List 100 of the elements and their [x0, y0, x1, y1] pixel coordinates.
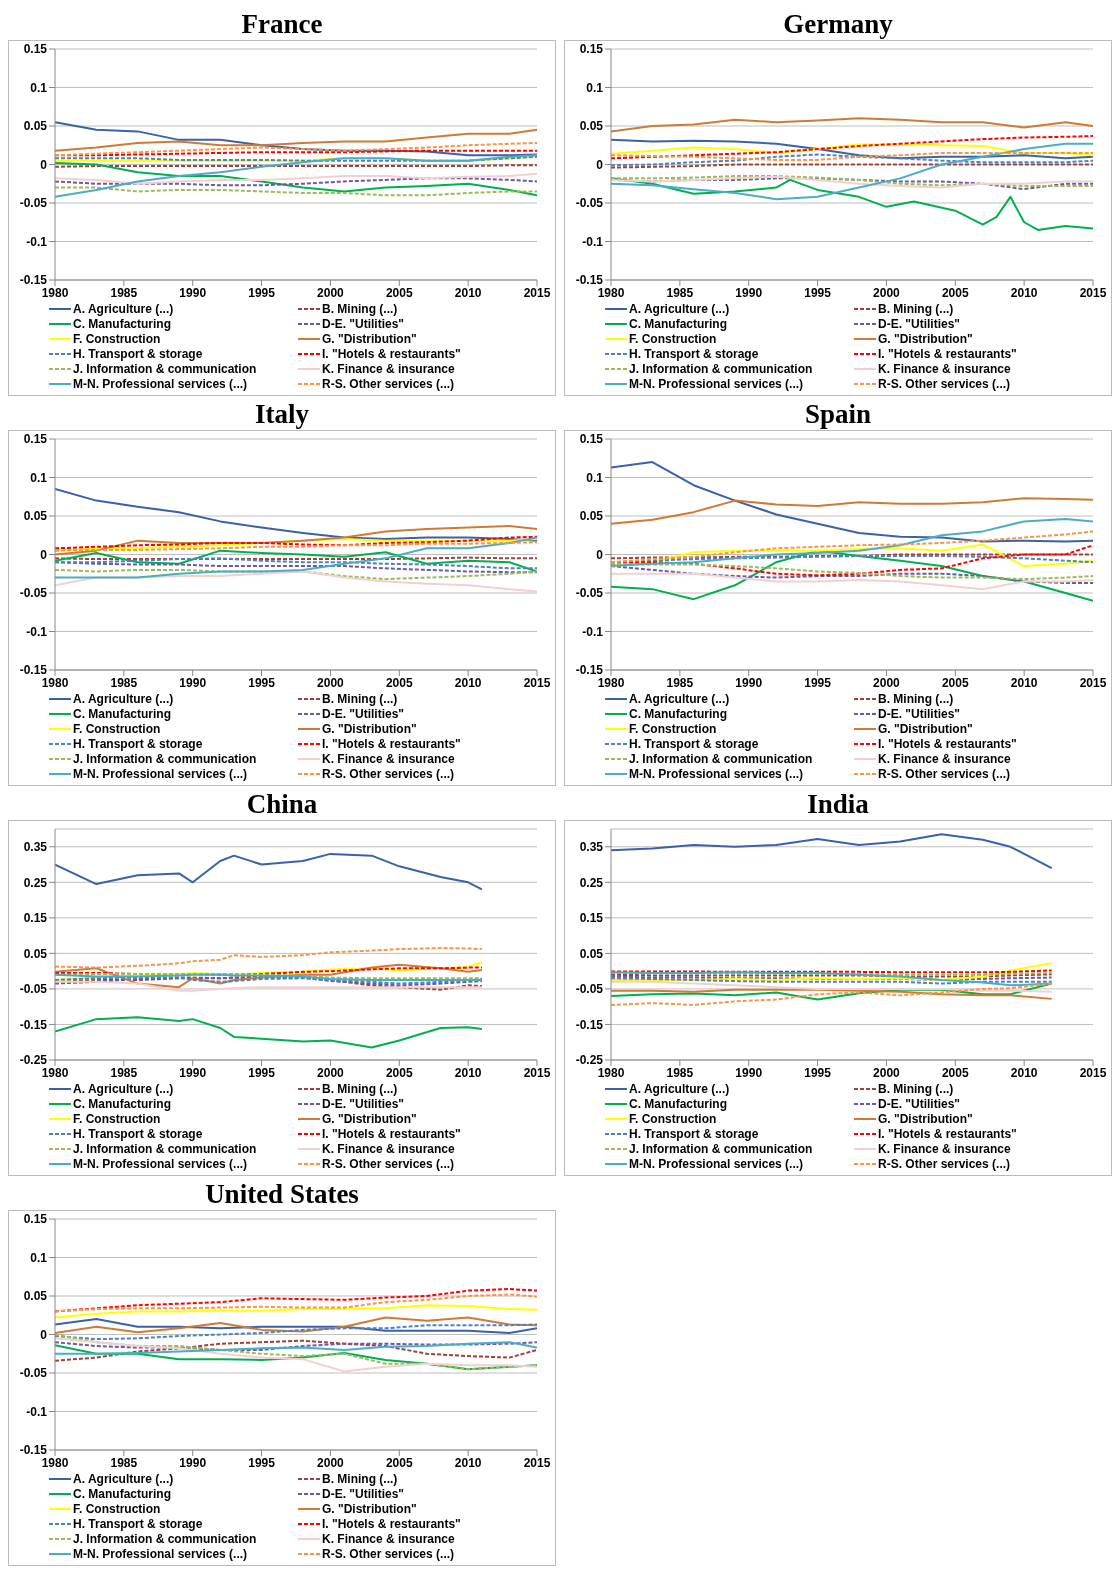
- legend-label: C. Manufacturing: [73, 317, 171, 331]
- x-tick-label: 2010: [454, 285, 482, 300]
- chart-title: Germany: [782, 8, 894, 40]
- x-tick-label: 2005: [941, 675, 969, 690]
- y-tick-label: -0.1: [26, 234, 48, 249]
- x-tick-label: 1990: [179, 1455, 207, 1470]
- x-tick-label: 1980: [597, 1065, 625, 1080]
- legend-label: B. Mining (...): [878, 1082, 954, 1096]
- legend-label: I. "Hotels & restaurants": [878, 1127, 1017, 1141]
- legend-label: C. Manufacturing: [73, 1097, 171, 1111]
- y-tick-label: 0.15: [23, 1212, 48, 1227]
- y-tick-label: -0.15: [19, 663, 48, 678]
- legend-label: C. Manufacturing: [629, 1097, 727, 1111]
- x-tick-label: 1995: [804, 675, 832, 690]
- legend-label: H. Transport & storage: [629, 737, 759, 751]
- x-tick-label: 1980: [41, 1455, 69, 1470]
- y-tick-label: 0.05: [579, 946, 604, 961]
- y-tick-label: 0: [596, 547, 604, 562]
- legend-label: R-S. Other services (...): [322, 377, 455, 391]
- y-tick-label: -0.25: [575, 1053, 604, 1068]
- x-tick-label: 2000: [317, 675, 345, 690]
- chart-title: China: [245, 788, 319, 820]
- legend-label: J. Information & communication: [73, 1532, 257, 1546]
- y-tick-label: 0.05: [23, 509, 48, 524]
- legend-label: K. Finance & insurance: [878, 362, 1011, 376]
- y-tick-label: -0.15: [19, 273, 48, 288]
- y-tick-label: -0.1: [26, 624, 48, 639]
- legend-label: J. Information & communication: [629, 362, 813, 376]
- legend-label: K. Finance & insurance: [878, 752, 1011, 766]
- x-tick-label: 2000: [317, 1065, 345, 1080]
- legend-label: R-S. Other services (...): [322, 1157, 455, 1171]
- y-tick-label: 0.15: [23, 432, 48, 447]
- y-tick-label: -0.05: [19, 586, 48, 601]
- y-tick-label: 0.05: [579, 119, 604, 134]
- legend-label: I. "Hotels & restaurants": [322, 1127, 461, 1141]
- y-tick-label: -0.15: [575, 1017, 604, 1032]
- y-tick-label: 0.15: [579, 911, 604, 926]
- x-tick-label: 1985: [110, 1455, 138, 1470]
- x-tick-label: 1995: [248, 1455, 276, 1470]
- x-tick-label: 2015: [523, 1065, 551, 1080]
- x-tick-label: 1995: [248, 1065, 276, 1080]
- x-tick-label: 1985: [110, 1065, 138, 1080]
- legend-label: B. Mining (...): [878, 692, 954, 706]
- x-tick-label: 2010: [1010, 1065, 1038, 1080]
- y-tick-label: 0.1: [30, 80, 48, 95]
- x-tick-label: 1985: [666, 675, 694, 690]
- x-tick-label: 2010: [454, 1455, 482, 1470]
- legend-label: F. Construction: [73, 722, 161, 736]
- legend-label: R-S. Other services (...): [322, 767, 455, 781]
- y-tick-label: 0.1: [586, 470, 604, 485]
- chart-title: Italy: [254, 398, 310, 430]
- x-tick-label: 2015: [1079, 1065, 1107, 1080]
- y-tick-label: -0.05: [19, 196, 48, 211]
- legend-label: I. "Hotels & restaurants": [878, 737, 1017, 751]
- legend-label: C. Manufacturing: [73, 1487, 171, 1501]
- legend-label: B. Mining (...): [322, 1082, 398, 1096]
- x-tick-label: 2010: [454, 675, 482, 690]
- y-tick-label: -0.25: [19, 1053, 48, 1068]
- legend-label: F. Construction: [73, 332, 161, 346]
- legend-label: H. Transport & storage: [73, 1517, 203, 1531]
- legend-label: F. Construction: [629, 332, 717, 346]
- x-tick-label: 2005: [941, 1065, 969, 1080]
- x-tick-label: 1980: [41, 675, 69, 690]
- x-tick-label: 1990: [735, 285, 763, 300]
- legend-label: C. Manufacturing: [73, 707, 171, 721]
- x-tick-label: 1995: [804, 1065, 832, 1080]
- legend-label: B. Mining (...): [322, 1472, 398, 1486]
- x-tick-label: 2000: [873, 285, 901, 300]
- x-tick-label: 1995: [804, 285, 832, 300]
- x-tick-label: 2015: [523, 675, 551, 690]
- chart-title: United States: [204, 1178, 360, 1210]
- legend-label: D-E. "Utilities": [878, 707, 961, 721]
- y-tick-label: 0.1: [586, 80, 604, 95]
- y-tick-label: -0.1: [26, 1404, 48, 1419]
- legend-label: K. Finance & insurance: [322, 752, 455, 766]
- x-tick-label: 2005: [385, 675, 413, 690]
- chart-title: Spain: [803, 398, 873, 430]
- x-tick-label: 2010: [1010, 675, 1038, 690]
- x-tick-label: 1990: [179, 285, 207, 300]
- legend-label: K. Finance & insurance: [322, 362, 455, 376]
- y-tick-label: -0.05: [575, 982, 604, 997]
- x-tick-label: 2015: [1079, 285, 1107, 300]
- legend-label: M-N. Professional services (...): [73, 767, 248, 781]
- legend-label: G. "Distribution": [322, 332, 417, 346]
- legend-label: C. Manufacturing: [629, 707, 727, 721]
- legend-label: G. "Distribution": [878, 722, 973, 736]
- legend-label: I. "Hotels & restaurants": [878, 347, 1017, 361]
- legend-label: M-N. Professional services (...): [73, 377, 248, 391]
- legend-label: R-S. Other services (...): [878, 1157, 1011, 1171]
- x-tick-label: 1985: [666, 1065, 694, 1080]
- y-tick-label: 0: [40, 1327, 48, 1342]
- legend-label: D-E. "Utilities": [322, 1487, 405, 1501]
- legend-label: M-N. Professional services (...): [629, 1157, 804, 1171]
- x-tick-label: 1990: [735, 675, 763, 690]
- y-tick-label: 0.35: [579, 840, 604, 855]
- y-tick-label: 0: [596, 157, 604, 172]
- y-tick-label: 0.35: [23, 840, 48, 855]
- legend-label: F. Construction: [629, 722, 717, 736]
- legend-label: A. Agriculture (...): [73, 692, 174, 706]
- y-tick-label: -0.15: [575, 273, 604, 288]
